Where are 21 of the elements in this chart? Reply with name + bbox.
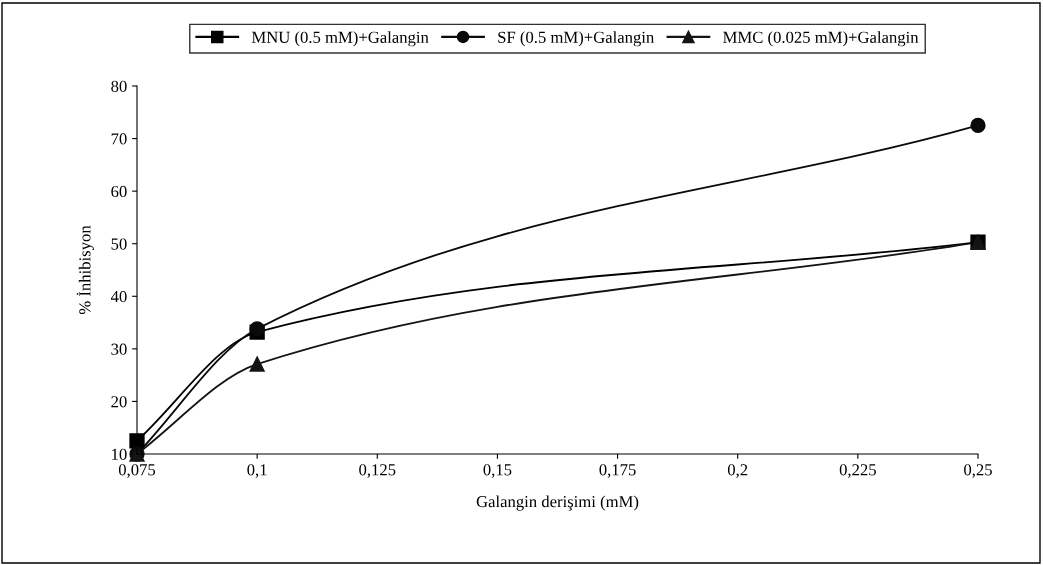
y-tick-label: 50 (111, 238, 127, 250)
y-tick-label: 80 (111, 80, 127, 92)
x-axis-title: Galangin derişimi (mM) (476, 495, 639, 511)
x-tick-label: 0,2 (727, 464, 748, 478)
legend-label: MNU (0.5 mM)+Galangin (251, 31, 429, 47)
y-tick-label: 10 (112, 448, 127, 460)
y-axis-title: % İnhibisyon (76, 225, 94, 315)
x-tick-label: 0,125 (359, 464, 396, 478)
y-tick-label: 70 (111, 133, 127, 145)
legend-label: SF (0.5 mM)+Galangin (498, 31, 655, 47)
y-tick-label: 40 (110, 290, 127, 303)
y-tick-label: 30 (111, 343, 127, 355)
x-tick-label: 0,25 (964, 464, 992, 478)
x-tick-label: 0,15 (483, 464, 512, 478)
x-tick-label: 0,175 (599, 464, 636, 478)
x-tick-label: 0,075 (118, 464, 156, 478)
x-tick-label: 0,1 (247, 464, 267, 478)
x-tick-label: 0,225 (839, 464, 876, 478)
legend-label: MMC (0.025 mM)+Galangin (723, 31, 919, 47)
y-tick-label: 60 (111, 185, 127, 198)
y-tick-label: 20 (111, 396, 127, 408)
